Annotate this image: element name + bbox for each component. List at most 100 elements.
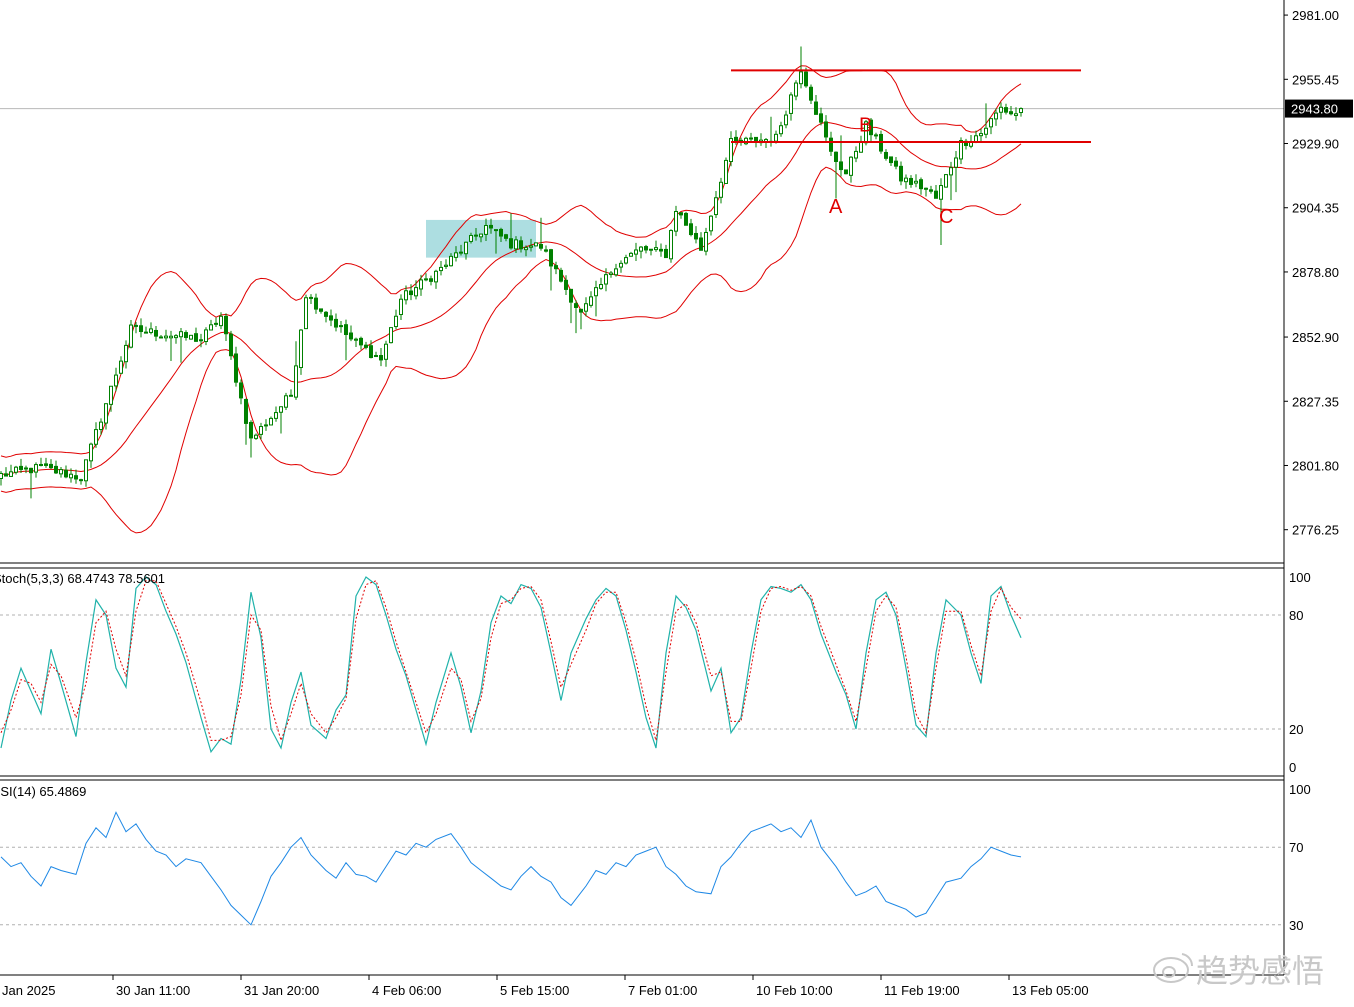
candle-body: [824, 121, 828, 138]
candle: [124, 340, 128, 369]
candle-body: [224, 315, 228, 335]
candle-body: [184, 332, 188, 338]
candle: [429, 275, 433, 286]
candle-body: [989, 118, 993, 128]
candle-body: [254, 434, 258, 439]
candle-body: [799, 71, 803, 85]
wave-label-b: B: [859, 114, 872, 136]
candle: [314, 293, 318, 314]
candle: [394, 309, 398, 330]
candle-body: [74, 475, 78, 480]
price-tick-label: 2904.35: [1292, 201, 1339, 216]
candle-body: [264, 424, 268, 427]
candle: [849, 156, 853, 183]
candle: [99, 418, 103, 435]
candle-body: [954, 157, 958, 168]
candle-body: [934, 190, 938, 199]
candle-body: [664, 248, 668, 259]
candle-body: [949, 167, 953, 176]
candle: [184, 330, 188, 341]
candle-body: [924, 187, 928, 190]
candle: [644, 244, 648, 254]
candle: [614, 263, 618, 277]
candle-body: [79, 479, 83, 482]
candle: [554, 261, 558, 275]
candle: [979, 128, 983, 143]
candle: [844, 169, 848, 175]
candle-body: [639, 246, 643, 252]
candle: [869, 117, 873, 142]
candle-body: [574, 303, 578, 308]
candle: [309, 294, 313, 304]
candle-body: [59, 469, 63, 475]
candle-body: [859, 141, 863, 153]
candle: [984, 103, 988, 139]
chart-frame: [0, 0, 1285, 976]
candle-body: [524, 247, 528, 251]
candle: [319, 308, 323, 314]
candle-body: [274, 412, 278, 419]
candle-body: [914, 180, 918, 184]
candle: [889, 156, 893, 167]
candle: [259, 422, 263, 440]
candle: [199, 333, 203, 348]
price-pane: A B C: [0, 46, 1284, 534]
candle: [504, 233, 508, 242]
candle-body: [199, 339, 203, 342]
candle: [364, 341, 368, 350]
current-price-value: 2943.80: [1291, 102, 1338, 117]
rsi-pane: [0, 811, 1284, 926]
candle-body: [349, 332, 353, 340]
candle: [559, 267, 563, 283]
candle: [299, 329, 303, 375]
candle-body: [849, 156, 853, 176]
candle-body: [314, 297, 318, 310]
candle-body: [909, 177, 913, 185]
candle: [529, 238, 533, 252]
candle: [424, 273, 428, 282]
candle-body: [504, 234, 508, 239]
candle: [444, 259, 448, 270]
candle-body: [154, 329, 158, 337]
candle: [694, 226, 698, 244]
candle-body: [484, 225, 488, 235]
candle-body: [829, 137, 833, 152]
candle: [189, 334, 193, 340]
candle-body: [374, 355, 378, 358]
candle-body: [629, 252, 633, 257]
candle-body: [979, 133, 983, 137]
candle-body: [819, 113, 823, 123]
candle: [359, 336, 363, 350]
candle: [54, 460, 58, 475]
candle: [224, 313, 228, 341]
candle-body: [169, 335, 173, 339]
candle-body: [534, 242, 538, 247]
candle: [789, 92, 793, 121]
candle: [159, 335, 163, 339]
weibo-logo-icon: [1153, 953, 1194, 983]
candle: [59, 466, 63, 478]
candle: [379, 348, 383, 367]
candle: [129, 319, 133, 349]
candle: [434, 269, 438, 289]
candle: [114, 367, 118, 392]
candle: [329, 309, 333, 327]
candle-body: [529, 245, 533, 248]
candle: [234, 346, 238, 387]
candle: [4, 467, 8, 477]
candle-body: [469, 234, 473, 242]
candle: [39, 457, 43, 467]
candle: [609, 270, 613, 278]
candle-body: [519, 240, 523, 250]
candle-body: [39, 463, 43, 466]
candle-body: [84, 459, 88, 482]
candle: [814, 95, 818, 115]
candle-body: [339, 325, 343, 328]
candle: [799, 46, 803, 89]
bollinger-lower-band: [0, 166, 1022, 534]
candle-body: [414, 287, 418, 297]
candle-body: [399, 298, 403, 316]
candle-body: [899, 165, 903, 182]
candle-body: [749, 137, 753, 140]
candle-body: [454, 252, 458, 258]
